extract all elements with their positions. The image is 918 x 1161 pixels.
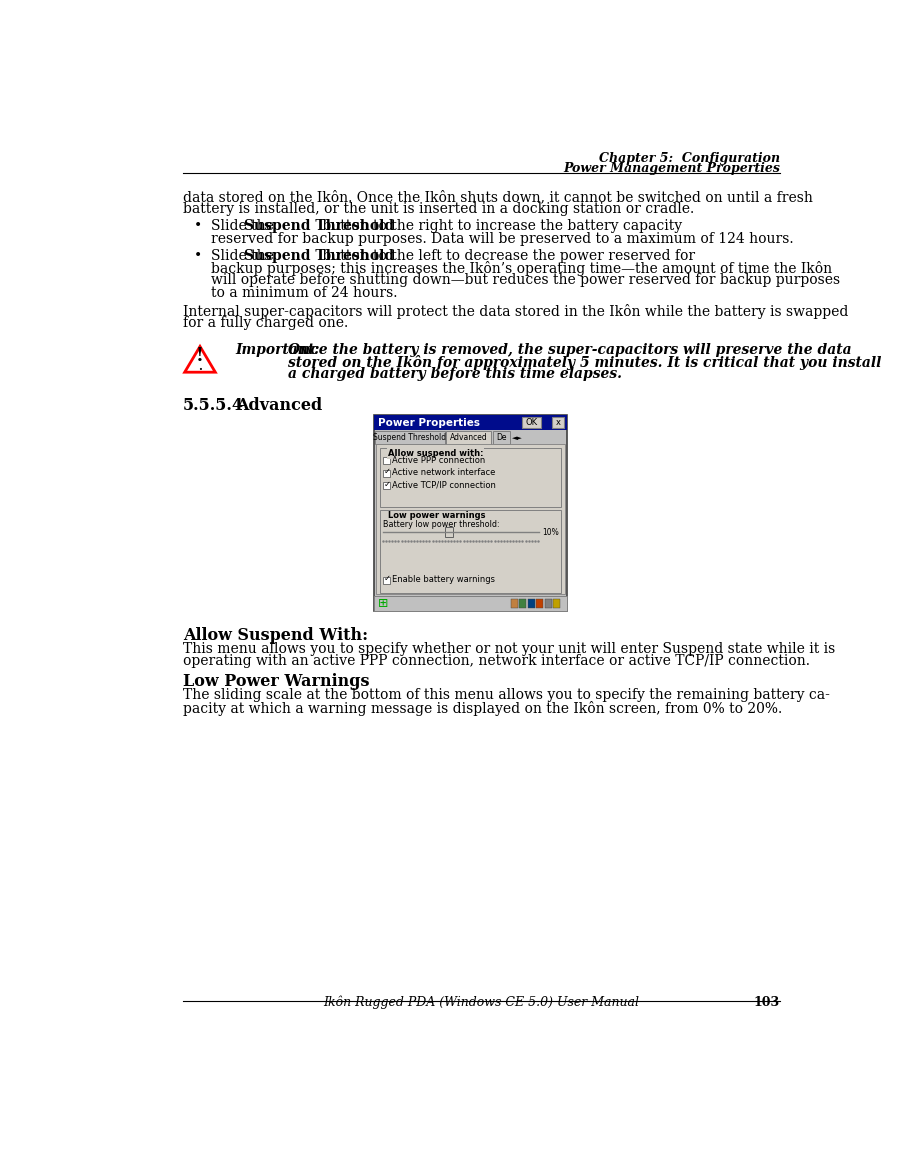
Text: The sliding scale at the bottom of this menu allows you to specify the remaining: The sliding scale at the bottom of this … [183, 688, 830, 702]
FancyBboxPatch shape [510, 599, 518, 608]
Text: Allow suspend with:: Allow suspend with: [387, 449, 483, 457]
FancyBboxPatch shape [383, 457, 390, 464]
FancyBboxPatch shape [522, 417, 541, 428]
Text: 10%: 10% [542, 527, 558, 536]
FancyBboxPatch shape [545, 599, 552, 608]
Text: Chapter 5:  Configuration: Chapter 5: Configuration [599, 152, 779, 165]
Polygon shape [185, 346, 216, 373]
Text: Suspend Threshold: Suspend Threshold [244, 248, 395, 262]
Text: for a fully charged one.: for a fully charged one. [183, 317, 348, 331]
Text: •: • [194, 219, 202, 233]
FancyBboxPatch shape [552, 417, 565, 428]
Text: Power Management Properties: Power Management Properties [563, 161, 779, 174]
Text: Active TCP/IP connection: Active TCP/IP connection [392, 481, 496, 490]
FancyBboxPatch shape [375, 431, 445, 445]
Text: Battery low power threshold:: Battery low power threshold: [383, 520, 499, 529]
Text: 103: 103 [754, 996, 779, 1009]
Text: ✓: ✓ [384, 479, 391, 489]
Text: Ikôn Rugged PDA (Windows CE 5.0) User Manual: Ikôn Rugged PDA (Windows CE 5.0) User Ma… [323, 995, 639, 1009]
Text: Slide the: Slide the [211, 219, 278, 233]
Text: Advanced: Advanced [236, 397, 322, 413]
Text: •: • [194, 248, 202, 262]
Text: Internal super-capacitors will protect the data stored in the Ikôn while the bat: Internal super-capacitors will protect t… [183, 304, 848, 319]
Text: Power Properties: Power Properties [378, 418, 480, 427]
FancyBboxPatch shape [383, 482, 390, 489]
Text: OK: OK [526, 418, 538, 427]
Text: Low power warnings: Low power warnings [387, 511, 485, 520]
FancyBboxPatch shape [446, 431, 491, 445]
Text: data stored on the Ikôn. Once the Ikôn shuts down, it cannot be switched on unti: data stored on the Ikôn. Once the Ikôn s… [183, 190, 812, 204]
Text: !: ! [196, 347, 204, 366]
FancyBboxPatch shape [374, 414, 567, 612]
FancyBboxPatch shape [374, 596, 567, 612]
Text: a charged battery before this time elapses.: a charged battery before this time elaps… [287, 367, 621, 381]
FancyBboxPatch shape [536, 599, 543, 608]
Text: Active network interface: Active network interface [392, 468, 496, 477]
Text: Allow Suspend With:: Allow Suspend With: [183, 627, 368, 643]
FancyBboxPatch shape [554, 599, 560, 608]
Text: to a minimum of 24 hours.: to a minimum of 24 hours. [211, 286, 397, 300]
FancyBboxPatch shape [380, 448, 561, 506]
Text: 5.5.5.4: 5.5.5.4 [183, 397, 244, 413]
Text: Advanced: Advanced [450, 433, 487, 442]
Text: ✓: ✓ [384, 575, 391, 583]
FancyBboxPatch shape [493, 431, 510, 445]
Text: Suspend Threshold: Suspend Threshold [374, 433, 446, 442]
Text: Once the battery is removed, the super-capacitors will preserve the data: Once the battery is removed, the super-c… [287, 342, 851, 356]
FancyBboxPatch shape [383, 577, 390, 584]
Text: button to the left to decrease the power reserved for: button to the left to decrease the power… [318, 248, 695, 262]
FancyBboxPatch shape [376, 445, 565, 594]
Text: ✓: ✓ [384, 467, 391, 476]
Text: De: De [497, 433, 507, 442]
Text: This menu allows you to specify whether or not your unit will enter Suspend stat: This menu allows you to specify whether … [183, 642, 835, 656]
Text: Low Power Warnings: Low Power Warnings [183, 673, 369, 690]
Text: stored on the Ikôn for approximately 5 minutes. It is critical that you install: stored on the Ikôn for approximately 5 m… [287, 355, 881, 370]
Text: Suspend Threshold: Suspend Threshold [244, 219, 395, 233]
Text: button to the right to increase the battery capacity: button to the right to increase the batt… [318, 219, 682, 233]
Text: reserved for backup purposes. Data will be preserved to a maximum of 124 hours.: reserved for backup purposes. Data will … [211, 232, 793, 246]
Text: Important:: Important: [236, 342, 320, 356]
Text: operating with an active PPP connection, network interface or active TCP/IP conn: operating with an active PPP connection,… [183, 655, 810, 669]
Text: will operate before shutting down—but reduces the power reserved for backup purp: will operate before shutting down—but re… [211, 273, 840, 287]
Text: pacity at which a warning message is displayed on the Ikôn screen, from 0% to 20: pacity at which a warning message is dis… [183, 700, 782, 715]
FancyBboxPatch shape [528, 599, 535, 608]
Text: x: x [555, 418, 561, 427]
Text: backup purposes; this increases the Ikôn’s operating time—the amount of time the: backup purposes; this increases the Ikôn… [211, 261, 832, 276]
FancyBboxPatch shape [520, 599, 526, 608]
Text: Slide the: Slide the [211, 248, 278, 262]
Text: ◄►: ◄► [511, 434, 522, 441]
Text: battery is installed, or the unit is inserted in a docking station or cradle.: battery is installed, or the unit is ins… [183, 202, 694, 216]
FancyBboxPatch shape [445, 527, 453, 538]
FancyBboxPatch shape [374, 414, 567, 431]
Text: .: . [198, 361, 202, 372]
Text: Enable battery warnings: Enable battery warnings [392, 575, 495, 584]
Text: ⊞: ⊞ [378, 597, 388, 611]
FancyBboxPatch shape [380, 511, 561, 593]
Text: Active PPP connection: Active PPP connection [392, 456, 486, 464]
FancyBboxPatch shape [383, 470, 390, 476]
